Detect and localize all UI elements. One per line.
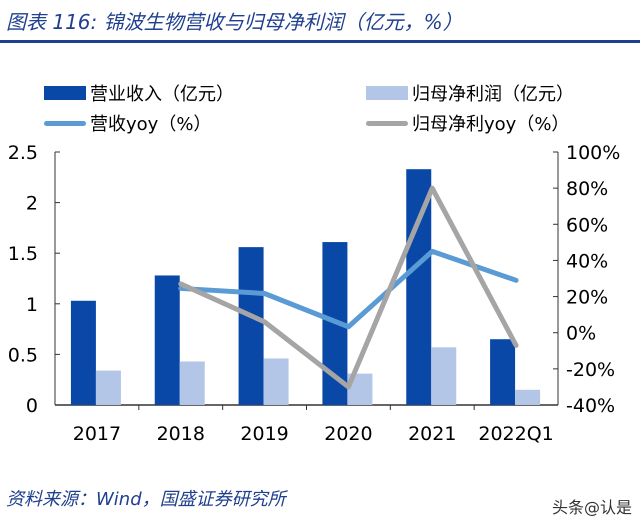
legend-swatch <box>44 86 86 100</box>
x-tick-label: 2017 <box>73 423 121 445</box>
right-tick-label: 40% <box>566 250 608 272</box>
right-tick-label: 100% <box>566 142 620 164</box>
left-tick-label: 1 <box>26 294 38 316</box>
right-tick-label: -20% <box>566 359 615 381</box>
legend-swatch <box>366 86 408 100</box>
right-tick-label: 80% <box>566 178 608 200</box>
net-profit-bar <box>179 361 205 405</box>
left-tick-label: 0 <box>26 395 38 417</box>
revenue-bar <box>70 300 96 405</box>
right-tick-label: -40% <box>566 395 615 417</box>
title-divider <box>0 40 640 43</box>
net-profit-bar <box>263 358 289 405</box>
legend-label: 归母净利yoy（%） <box>412 114 570 135</box>
left-tick-label: 1.5 <box>8 243 38 265</box>
legend-revenue-yoy: 营收yoy（%） <box>44 110 211 136</box>
x-tick-label: 2019 <box>240 423 288 445</box>
legend-profit-yoy: 归母净利yoy（%） <box>366 110 569 136</box>
x-tick-label: 2021 <box>408 423 456 445</box>
revenue-bar <box>406 169 432 405</box>
profit-yoy-line <box>178 185 519 390</box>
x-tick-label: 2020 <box>324 423 372 445</box>
x-tick-label: 2018 <box>157 423 205 445</box>
legend-label: 归母净利润（亿元） <box>412 84 574 105</box>
revenue-bar <box>490 339 516 405</box>
left-tick-label: 2 <box>26 193 38 215</box>
legend-label: 营收yoy（%） <box>90 114 212 135</box>
net-profit-bar <box>515 389 541 405</box>
legend-net-profit: 归母净利润（亿元） <box>366 80 574 106</box>
right-tick-label: 0% <box>566 323 596 345</box>
net-profit-bar <box>95 370 121 405</box>
legend-label: 营业收入（亿元） <box>90 84 234 105</box>
x-tick-label: 2022Q1 <box>478 423 553 445</box>
legend-swatch <box>366 120 408 126</box>
legend-swatch <box>44 120 86 126</box>
watermark: 头条@认是 <box>551 498 632 517</box>
revenue-bar <box>154 275 180 405</box>
left-tick-label: 0.5 <box>8 344 38 366</box>
right-tick-label: 20% <box>566 287 608 309</box>
left-tick-label: 2.5 <box>8 142 38 164</box>
revenue-bar <box>238 247 264 405</box>
net-profit-bar <box>431 347 457 405</box>
right-tick-label: 60% <box>566 214 608 236</box>
source-note: 资料来源：Wind，国盛证券研究所 <box>6 489 286 510</box>
legend-revenue: 营业收入（亿元） <box>44 80 234 106</box>
revenue-yoy-line <box>178 248 519 330</box>
chart-title: 图表 116: 锦波生物营收与归母净利润（亿元，%） <box>6 10 463 34</box>
